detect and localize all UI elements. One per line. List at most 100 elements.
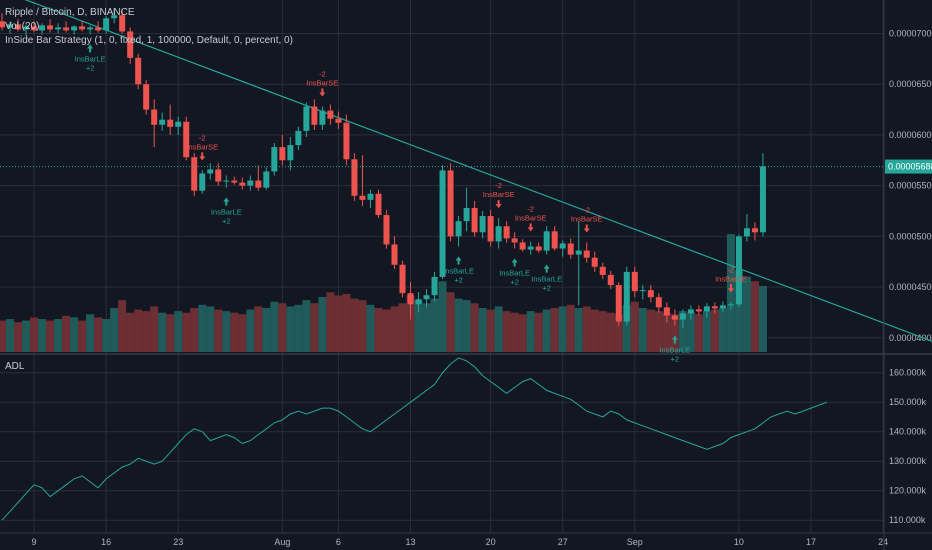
sell-signal-label: InsBarSE: [307, 79, 339, 88]
adl-axis-label: 160.000k: [889, 368, 927, 378]
volume-bar: [398, 303, 407, 352]
volume-bar: [566, 304, 575, 352]
candle-body: [495, 226, 502, 242]
symbol-title[interactable]: Ripple / Bitcoin, D, BINANCE: [5, 6, 135, 19]
candle-body: [247, 180, 254, 186]
candle-body: [287, 145, 294, 161]
volume-bar: [278, 303, 287, 352]
price-axis-label: 0.00004500: [889, 282, 932, 292]
candle-body: [719, 305, 726, 309]
candle-body: [15, 24, 22, 30]
volume-bar: [750, 281, 759, 352]
sell-signal-qty: -2: [583, 205, 590, 214]
volume-bar: [510, 312, 519, 352]
volume-bar: [174, 311, 183, 352]
volume-bar: [590, 309, 599, 352]
buy-signal-arrow-icon: [671, 335, 678, 344]
volume-bar: [614, 314, 623, 352]
volume-indicator-text: Vol (20): [5, 21, 40, 32]
volume-indicator-legend[interactable]: Vol (20): [5, 20, 39, 33]
sell-signal-arrow-icon: [583, 224, 590, 233]
volume-bar: [214, 309, 223, 352]
buy-signal-qty: +2: [86, 63, 95, 72]
volume-bar: [702, 311, 711, 352]
volume-bar: [198, 304, 207, 352]
price-axis-label: 0.00006500: [889, 79, 932, 89]
candle-body: [551, 231, 558, 249]
candle-body: [303, 106, 310, 131]
volume-bar: [390, 306, 399, 352]
strategy-indicator-legend[interactable]: InSide Bar Strategy (1, 0, fixed, 1, 100…: [5, 34, 293, 47]
candle-body: [175, 121, 182, 127]
buy-signal-label: InsBarLE: [531, 275, 562, 284]
candle-body: [119, 15, 126, 32]
candle-body: [487, 216, 494, 242]
candle-body: [711, 306, 718, 309]
buy-signal-label: InsBarLE: [443, 267, 474, 276]
volume-bar: [430, 298, 439, 352]
candle-body: [319, 110, 326, 125]
candle-body: [647, 290, 654, 298]
candle-body: [607, 274, 614, 286]
candle-body: [39, 25, 46, 31]
candle-body: [463, 207, 470, 222]
candle-body: [503, 226, 510, 239]
volume-bar: [662, 312, 671, 352]
price-axis-label: 0.00005500: [889, 181, 932, 191]
volume-bar: [542, 309, 551, 352]
candle-body: [31, 26, 38, 31]
price-axis-label: 0.00004000: [889, 333, 932, 343]
candle-body: [583, 250, 590, 258]
volume-bar: [246, 309, 255, 352]
candle-body: [599, 266, 606, 275]
volume-bar: [158, 312, 167, 352]
candle-body: [367, 193, 374, 200]
volume-bar: [134, 309, 143, 352]
volume-bar: [606, 312, 615, 352]
buy-signal-label: InsBarLE: [499, 269, 530, 278]
candle-body: [207, 169, 214, 174]
volume-bar: [254, 306, 263, 352]
adl-label: ADL: [5, 361, 25, 372]
adl-axis-label: 140.000k: [889, 427, 927, 437]
volume-bar: [558, 306, 567, 352]
volume-bar: [758, 286, 767, 352]
candle-body: [231, 180, 238, 183]
time-axis-label: Sep: [627, 537, 643, 547]
sell-signal-qty: -2: [527, 204, 534, 213]
candle-body: [639, 290, 646, 292]
volume-bar: [270, 301, 279, 352]
volume-bar: [534, 312, 543, 352]
buy-signal-qty: +2: [671, 355, 680, 364]
candle-body: [359, 195, 366, 200]
volume-bar: [494, 306, 503, 352]
volume-bar: [262, 308, 271, 352]
volume-bar: [94, 317, 103, 352]
volume-bar: [486, 309, 495, 352]
volume-bar: [118, 300, 127, 352]
volume-bar: [302, 300, 311, 352]
sell-signal-arrow-icon: [319, 88, 326, 97]
volume-bar: [126, 312, 135, 352]
candle-body: [527, 246, 534, 250]
adl-legend[interactable]: ADL: [5, 360, 24, 373]
volume-bar: [694, 314, 703, 352]
volume-bar: [574, 308, 583, 352]
candle-body: [735, 236, 742, 305]
volume-bar: [742, 276, 751, 352]
sell-signal-label: InsBarSE: [483, 190, 515, 199]
volume-bar: [638, 308, 647, 352]
sell-signal-arrow-icon: [495, 200, 502, 209]
volume-bar: [550, 308, 559, 352]
candle-body: [127, 31, 134, 58]
volume-bar: [334, 295, 343, 352]
candle-body: [615, 285, 622, 322]
symbol-title-text: Ripple / Bitcoin, D, BINANCE: [5, 7, 135, 18]
sell-signal-arrow-icon: [199, 152, 206, 161]
candle-body: [439, 170, 446, 277]
buy-signal-qty: +2: [542, 284, 551, 293]
volume-bar: [470, 303, 479, 352]
candle-body: [591, 257, 598, 267]
volume-bar: [62, 315, 71, 352]
